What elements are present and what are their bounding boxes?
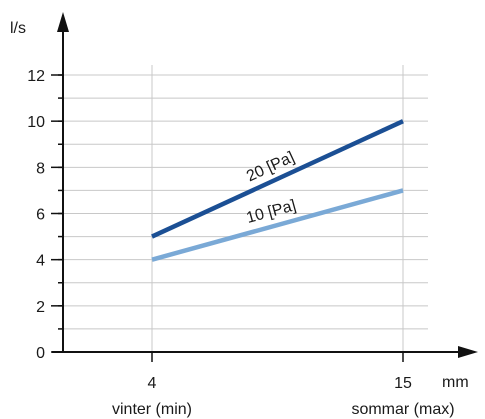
x-axis-arrow <box>458 346 478 358</box>
series-lines <box>151 119 404 262</box>
x-tick-sublabel: vinter (min) <box>112 401 192 418</box>
y-axis-title: l/s <box>10 20 26 37</box>
y-tick-label: 0 <box>36 345 45 362</box>
x-tick-label: 15 <box>394 375 412 392</box>
y-axis-arrow <box>57 12 69 32</box>
y-tick-label: 10 <box>27 114 45 131</box>
x-axis-unit: mm <box>442 374 469 391</box>
y-tick-label: 8 <box>36 160 45 177</box>
tick-labels: 0 2 4 6 8 10 12 4 vinter (min) 15 sommar (max) <box>27 68 454 418</box>
series-line <box>151 188 404 262</box>
ticks <box>51 74 404 362</box>
y-tick-label: 2 <box>36 299 45 316</box>
y-tick-label: 6 <box>36 207 45 224</box>
x-tick-label: 4 <box>148 375 157 392</box>
y-tick-label: 4 <box>36 253 45 270</box>
series-labels: 20 [Pa]10 [Pa] <box>244 149 298 227</box>
series-line <box>151 119 404 239</box>
grid <box>63 65 428 352</box>
y-tick-label: 12 <box>27 68 45 85</box>
x-tick-sublabel: sommar (max) <box>351 401 454 418</box>
